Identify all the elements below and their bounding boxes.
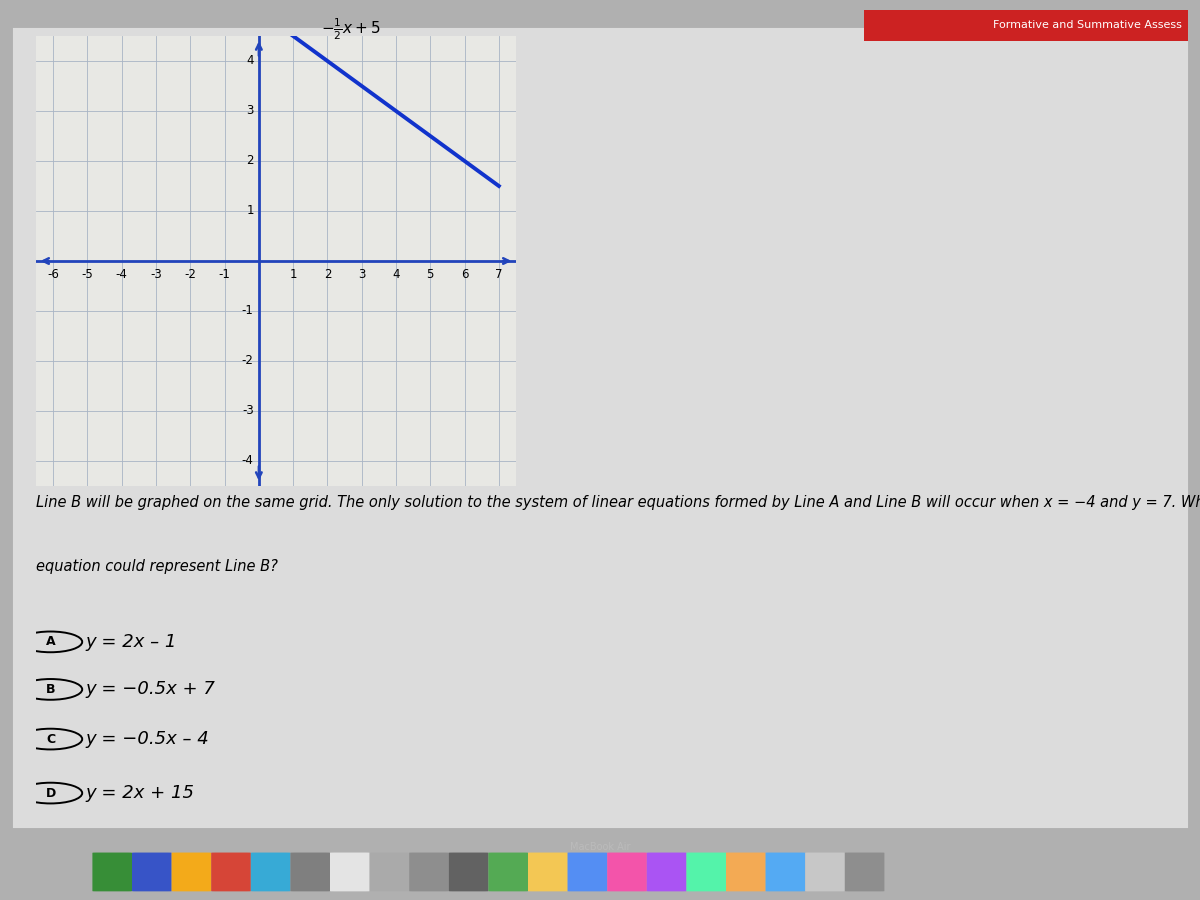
Text: y = −0.5x + 7: y = −0.5x + 7 — [85, 680, 215, 698]
Text: B: B — [46, 683, 55, 696]
FancyBboxPatch shape — [409, 852, 449, 891]
Text: -6: -6 — [47, 268, 59, 282]
FancyBboxPatch shape — [172, 852, 211, 891]
Text: 6: 6 — [461, 268, 468, 282]
FancyBboxPatch shape — [726, 852, 766, 891]
Text: -2: -2 — [242, 355, 253, 367]
Text: Line B will be graphed on the same grid. The only solution to the system of line: Line B will be graphed on the same grid.… — [36, 495, 1200, 510]
FancyBboxPatch shape — [330, 852, 370, 891]
Text: -2: -2 — [185, 268, 197, 282]
Text: 1: 1 — [289, 268, 296, 282]
FancyBboxPatch shape — [290, 852, 330, 891]
Text: equation could represent Line B?: equation could represent Line B? — [36, 560, 278, 574]
Text: 4: 4 — [246, 55, 253, 68]
Text: -4: -4 — [115, 268, 127, 282]
FancyBboxPatch shape — [251, 852, 290, 891]
Text: y = 2x + 15: y = 2x + 15 — [85, 784, 194, 802]
FancyBboxPatch shape — [370, 852, 409, 891]
Text: Formative and Summative Assess: Formative and Summative Assess — [994, 20, 1182, 31]
Text: D: D — [46, 787, 55, 799]
Text: 3: 3 — [246, 104, 253, 118]
Text: 3: 3 — [358, 268, 366, 282]
Text: 5: 5 — [426, 268, 434, 282]
FancyBboxPatch shape — [132, 852, 172, 891]
Text: -1: -1 — [242, 304, 253, 318]
FancyBboxPatch shape — [686, 852, 726, 891]
FancyBboxPatch shape — [647, 852, 686, 891]
Text: -3: -3 — [150, 268, 162, 282]
FancyBboxPatch shape — [211, 852, 251, 891]
Text: A: A — [46, 635, 55, 648]
Text: 1: 1 — [246, 204, 253, 218]
Text: y = 2x – 1: y = 2x – 1 — [85, 633, 176, 651]
Text: MacBook Air: MacBook Air — [570, 842, 630, 852]
Text: -5: -5 — [82, 268, 94, 282]
Text: 2: 2 — [324, 268, 331, 282]
FancyBboxPatch shape — [805, 852, 845, 891]
FancyBboxPatch shape — [607, 852, 647, 891]
Text: 7: 7 — [496, 268, 503, 282]
Text: -3: -3 — [242, 404, 253, 418]
FancyBboxPatch shape — [92, 852, 132, 891]
Text: y = −0.5x – 4: y = −0.5x – 4 — [85, 730, 209, 748]
FancyBboxPatch shape — [449, 852, 488, 891]
FancyBboxPatch shape — [488, 852, 528, 891]
FancyBboxPatch shape — [568, 852, 607, 891]
FancyBboxPatch shape — [766, 852, 805, 891]
Bar — [864, 10, 1188, 40]
Text: 4: 4 — [392, 268, 400, 282]
FancyBboxPatch shape — [845, 852, 884, 891]
FancyBboxPatch shape — [12, 27, 1188, 828]
FancyBboxPatch shape — [528, 852, 568, 891]
Text: C: C — [46, 733, 55, 745]
Text: -1: -1 — [218, 268, 230, 282]
Text: 2: 2 — [246, 155, 253, 167]
Text: -4: -4 — [242, 454, 253, 467]
Text: $-\frac{1}{2}x + 5$: $-\frac{1}{2}x + 5$ — [320, 16, 380, 42]
